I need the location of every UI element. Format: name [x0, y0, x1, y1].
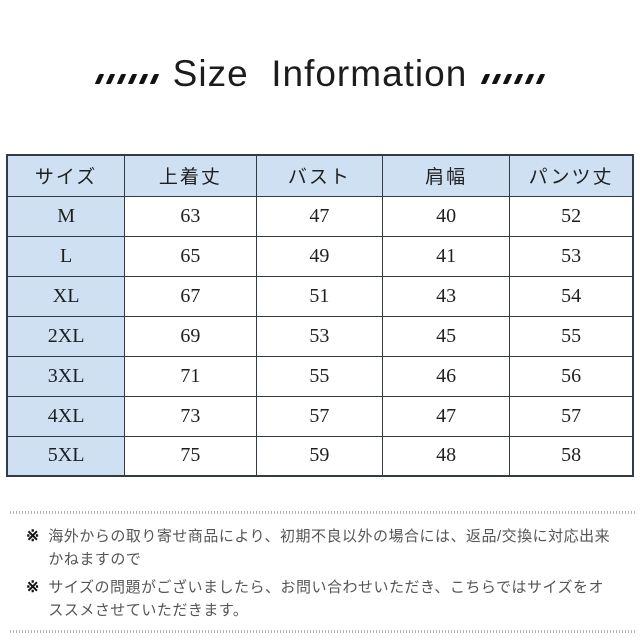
table-cell: 57	[255, 395, 384, 437]
table-cell: 63	[124, 195, 257, 237]
table-row: M 63 47 40 52	[6, 195, 634, 237]
table-cell: 40	[382, 195, 511, 237]
table-header-row: サイズ 上着丈 バスト 肩幅 パンツ丈	[6, 154, 634, 197]
table-cell: 48	[382, 435, 511, 477]
reference-mark-icon: ※	[26, 528, 40, 545]
table-cell: 51	[255, 275, 384, 317]
size-label: 4XL	[6, 395, 126, 437]
size-label: 5XL	[6, 435, 126, 477]
table-row: 4XL 73 57 47 57	[6, 395, 634, 437]
header-jacket-length: 上着丈	[124, 154, 257, 197]
title-row: Size Information	[0, 50, 640, 98]
table-cell: 57	[509, 395, 634, 437]
dotted-divider-bottom	[10, 630, 635, 633]
note-item: ※ サイズの問題がございましたら、お問い合わせいただき、こちらではサイズをオスス…	[26, 576, 614, 622]
title-dots-left-icon	[94, 74, 159, 84]
page-title: Size Information	[172, 53, 468, 94]
table-cell: 45	[382, 315, 511, 357]
table-cell: 75	[124, 435, 257, 477]
table-row: 3XL 71 55 46 56	[6, 355, 634, 397]
header-pants-length: パンツ丈	[509, 154, 634, 197]
table-row: L 65 49 41 53	[6, 235, 634, 277]
table-cell: 43	[382, 275, 511, 317]
table-row: 2XL 69 53 45 55	[6, 315, 634, 357]
header-shoulder-width: 肩幅	[382, 154, 511, 197]
header-size: サイズ	[6, 154, 126, 197]
table-cell: 58	[509, 435, 634, 477]
note-text: 海外からの取り寄せ商品により、初期不良以外の場合には、返品/交換に対応出来かねま…	[48, 528, 611, 568]
notes-section: ※ 海外からの取り寄せ商品により、初期不良以外の場合には、返品/交換に対応出来か…	[26, 525, 614, 622]
size-label: XL	[6, 275, 126, 317]
table-cell: 46	[382, 355, 511, 397]
table-cell: 53	[255, 315, 384, 357]
table-cell: 55	[509, 315, 634, 357]
size-table: サイズ 上着丈 バスト 肩幅 パンツ丈 M 63 47 40 52 L 65 4…	[6, 154, 634, 477]
header-bust: バスト	[255, 154, 384, 197]
note-item: ※ 海外からの取り寄せ商品により、初期不良以外の場合には、返品/交換に対応出来か…	[26, 525, 614, 571]
table-cell: 59	[255, 435, 384, 477]
table-cell: 67	[124, 275, 257, 317]
note-text: サイズの問題がございましたら、お問い合わせいただき、こちらではサイズをオススメさ…	[48, 579, 605, 619]
table-cell: 47	[382, 395, 511, 437]
table-cell: 69	[124, 315, 257, 357]
size-label: L	[6, 235, 126, 277]
table-cell: 41	[382, 235, 511, 277]
table-cell: 55	[255, 355, 384, 397]
table-cell: 56	[509, 355, 634, 397]
size-label: M	[6, 195, 126, 237]
table-cell: 49	[255, 235, 384, 277]
table-row: 5XL 75 59 48 58	[6, 435, 634, 477]
table-cell: 65	[124, 235, 257, 277]
table-cell: 71	[124, 355, 257, 397]
size-label: 3XL	[6, 355, 126, 397]
table-cell: 52	[509, 195, 634, 237]
table-cell: 53	[509, 235, 634, 277]
dotted-divider-top	[10, 511, 635, 514]
table-cell: 54	[509, 275, 634, 317]
table-cell: 47	[255, 195, 384, 237]
title-dots-right-icon	[481, 74, 546, 84]
table-cell: 73	[124, 395, 257, 437]
size-label: 2XL	[6, 315, 126, 357]
table-row: XL 67 51 43 54	[6, 275, 634, 317]
reference-mark-icon: ※	[26, 579, 40, 596]
